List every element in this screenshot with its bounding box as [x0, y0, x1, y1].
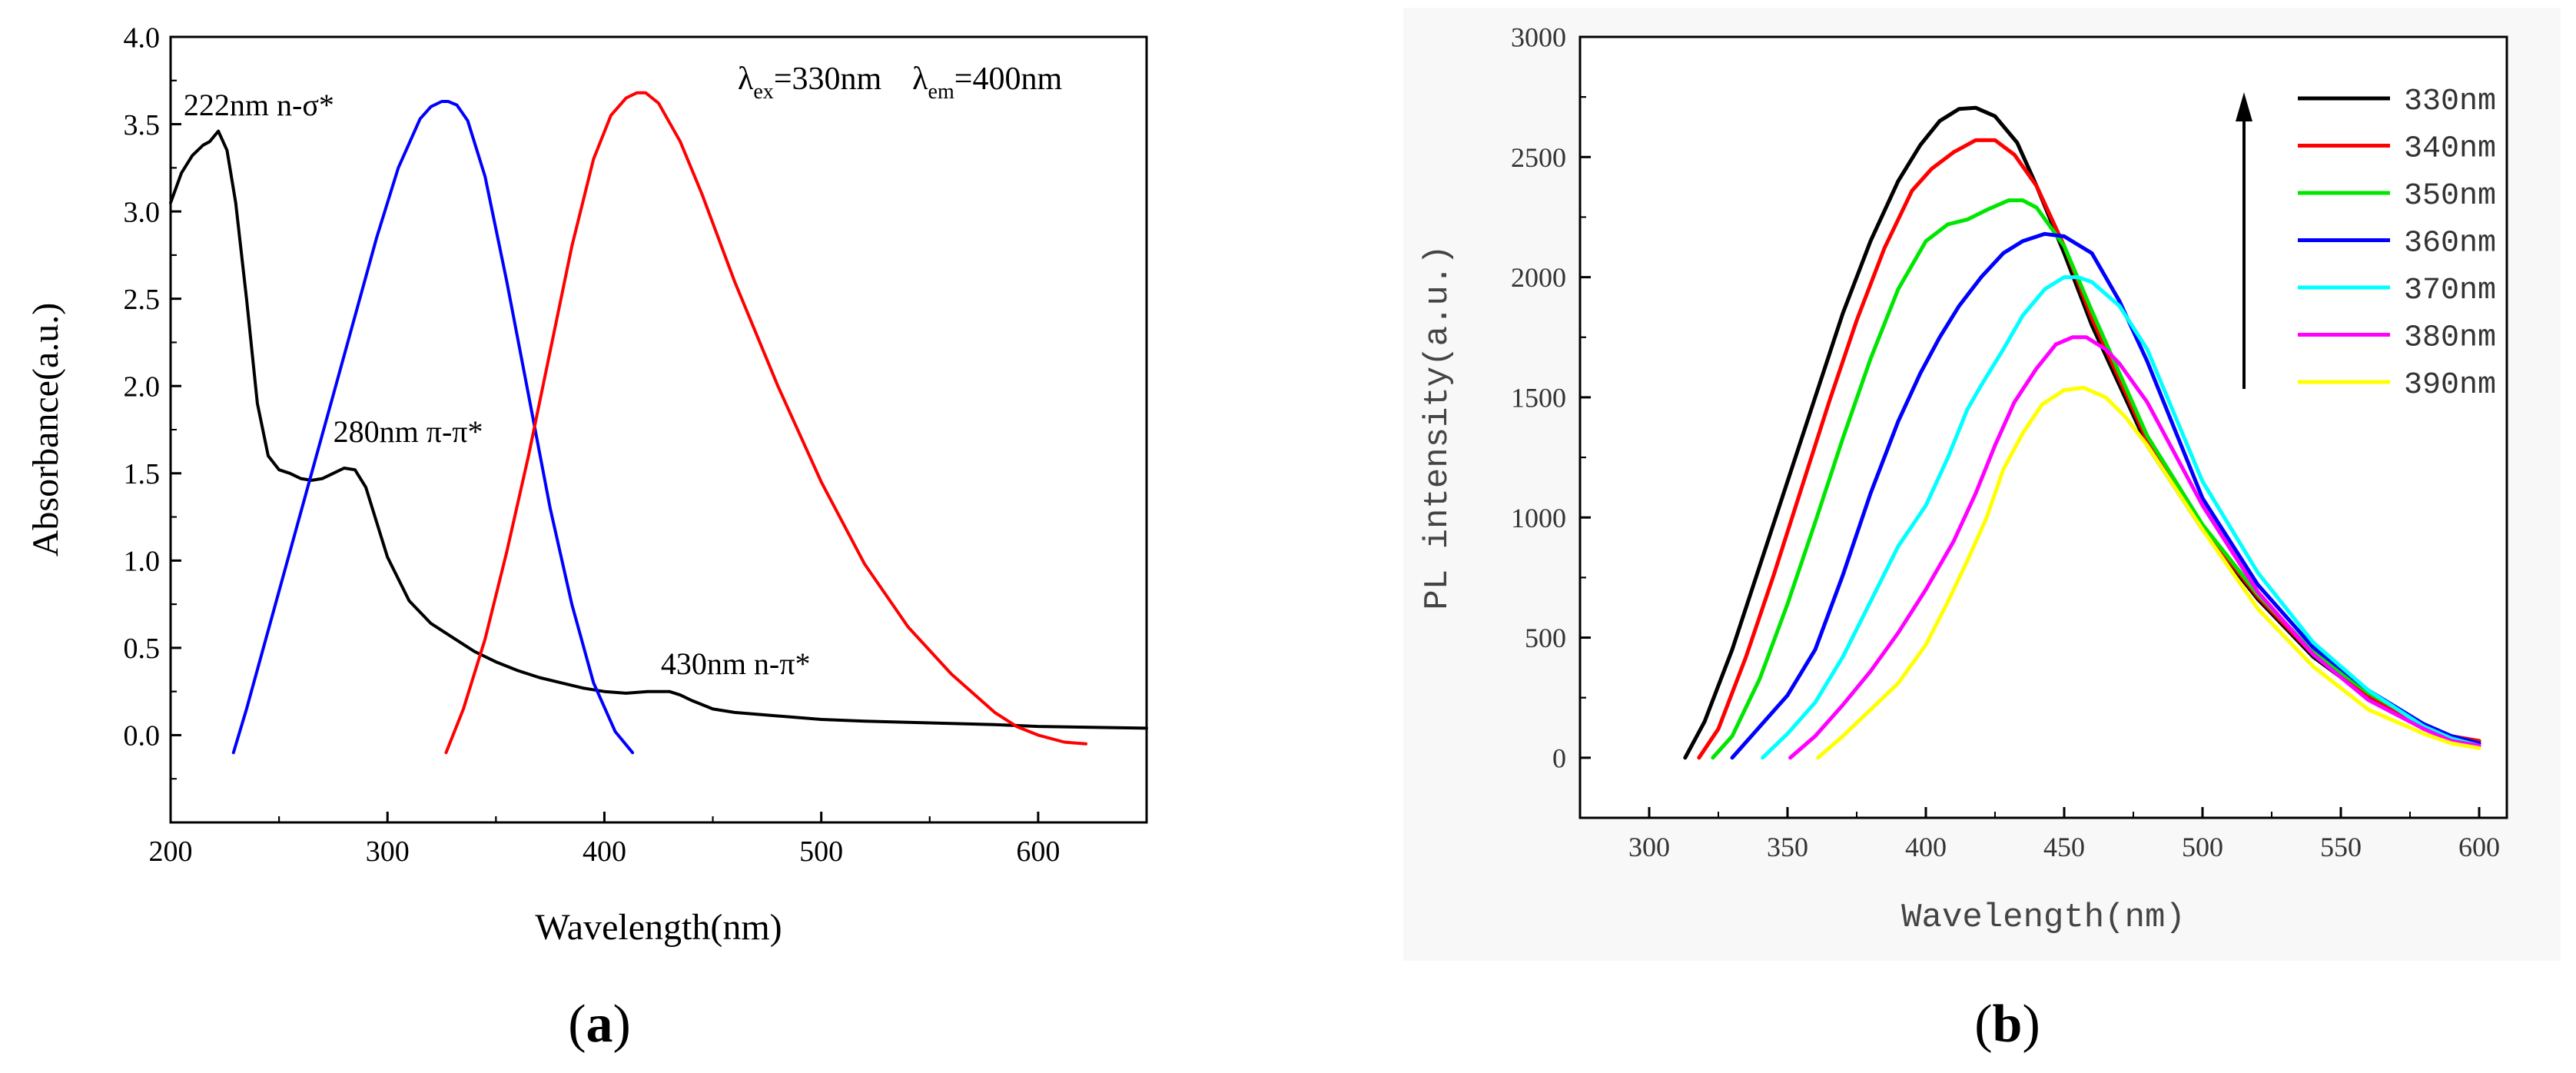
y-tick-label: 4.0 — [124, 22, 161, 54]
y-tick-label: 1500 — [1511, 383, 1566, 414]
panel-a-axes: 200 300 400 500 600 0.0 0.5 1.0 1.5 2.0 2.5 3.0 3.5 4… — [124, 22, 1061, 868]
series-line-390nm — [1816, 385, 2481, 760]
y-tick-label: 2.0 — [124, 371, 161, 404]
y-tick-label: 0 — [1552, 742, 1566, 773]
y-tick-label: 2.5 — [124, 284, 161, 316]
y-tick-label: 2500 — [1511, 142, 1566, 173]
header-em-value: =400nm — [954, 61, 1063, 97]
legend-label: 360nm — [2404, 227, 2496, 261]
legend-label: 380nm — [2404, 321, 2496, 356]
x-tick-label: 200 — [149, 835, 193, 868]
panel-b-y-axis-label: PL intensity(a.u.) — [1419, 244, 1457, 610]
x-tick-label: 350 — [1767, 832, 1808, 862]
series-line-excitation — [231, 100, 635, 755]
y-tick-label: 3000 — [1511, 22, 1566, 53]
panel-a-series — [169, 91, 1148, 755]
series-line-360nm — [1730, 231, 2481, 760]
legend-label: 340nm — [2404, 132, 2496, 167]
y-tick-label: 1.5 — [124, 458, 161, 490]
legend-label: 390nm — [2404, 368, 2496, 403]
series-line-emission — [444, 91, 1087, 755]
panel-b-caption: (b) — [1974, 995, 2040, 1054]
panel-b-x-axis-label: Wavelength(nm) — [1901, 899, 2186, 937]
legend-label: 370nm — [2404, 274, 2496, 308]
x-tick-label: 450 — [2043, 832, 2085, 862]
peak-annotation: 222nm n-σ* — [184, 88, 334, 122]
peak-annotation: 280nm π-π* — [334, 414, 483, 449]
legend-label: 330nm — [2404, 85, 2496, 119]
panel-a-wavelength-header: λex=330nm λem=400nm — [738, 61, 1062, 104]
y-tick-label: 500 — [1525, 623, 1566, 653]
panel-a-chart: 200 300 400 500 600 0.0 0.5 1.0 1.5 2.0 2.5 3.0 3.5 4… — [25, 22, 1148, 1054]
header-ex-lambda: λ — [738, 61, 754, 97]
panel-a-annotations: 222nm n-σ* 280nm π-π* 430nm n-π* — [184, 88, 811, 681]
x-tick-label: 500 — [2182, 832, 2223, 862]
series-line-380nm — [1788, 335, 2481, 760]
panel-a-y-axis-label: Absorbance(a.u.) — [25, 303, 66, 557]
panel-b-axes: 300 350 400 450 500 550 600 0 500 1000 1500 2000 250… — [1511, 22, 2500, 862]
header-em-lambda: λ — [912, 61, 928, 97]
x-tick-label: 400 — [1905, 832, 1947, 862]
legend-label: 350nm — [2404, 179, 2496, 214]
y-tick-label: 2000 — [1511, 262, 1566, 293]
panel-b-caption-letter: b — [1993, 995, 2023, 1054]
y-tick-label: 3.5 — [124, 109, 161, 141]
series-line-absorbance — [169, 129, 1148, 730]
x-tick-label: 600 — [2458, 832, 2500, 862]
x-tick-label: 300 — [1628, 832, 1670, 862]
panel-a-plot-frame — [169, 35, 1148, 824]
panel-a-caption-letter: a — [586, 995, 613, 1054]
y-tick-label: 1.0 — [124, 546, 161, 578]
panel-b-chart: 300 350 400 450 500 550 600 0 500 1000 1500 2000 250… — [1403, 8, 2561, 1054]
header-em-sub: em — [928, 80, 954, 104]
peak-annotation: 430nm n-π* — [661, 646, 811, 681]
x-tick-label: 400 — [583, 835, 626, 868]
panel-b-series — [1683, 105, 2481, 760]
y-tick-label: 3.0 — [124, 196, 161, 228]
trend-arrow-icon — [2236, 92, 2252, 121]
y-tick-label: 0.5 — [124, 633, 161, 665]
y-tick-label: 0.0 — [124, 720, 161, 752]
y-tick-label: 1000 — [1511, 503, 1566, 533]
panel-a-x-axis-label: Wavelength(nm) — [535, 907, 782, 948]
series-line-370nm — [1761, 275, 2481, 760]
panel-a-caption: (a) — [568, 995, 631, 1054]
header-ex-value: =330nm — [774, 61, 882, 97]
x-tick-label: 550 — [2320, 832, 2362, 862]
header-ex-sub: ex — [753, 80, 773, 104]
panel-b-legend: 330nm 340nm 350nm 360nm 370nm 380nm 390nm — [2298, 85, 2496, 403]
x-tick-label: 500 — [799, 835, 843, 868]
x-tick-label: 600 — [1016, 835, 1060, 868]
x-tick-label: 300 — [366, 835, 410, 868]
